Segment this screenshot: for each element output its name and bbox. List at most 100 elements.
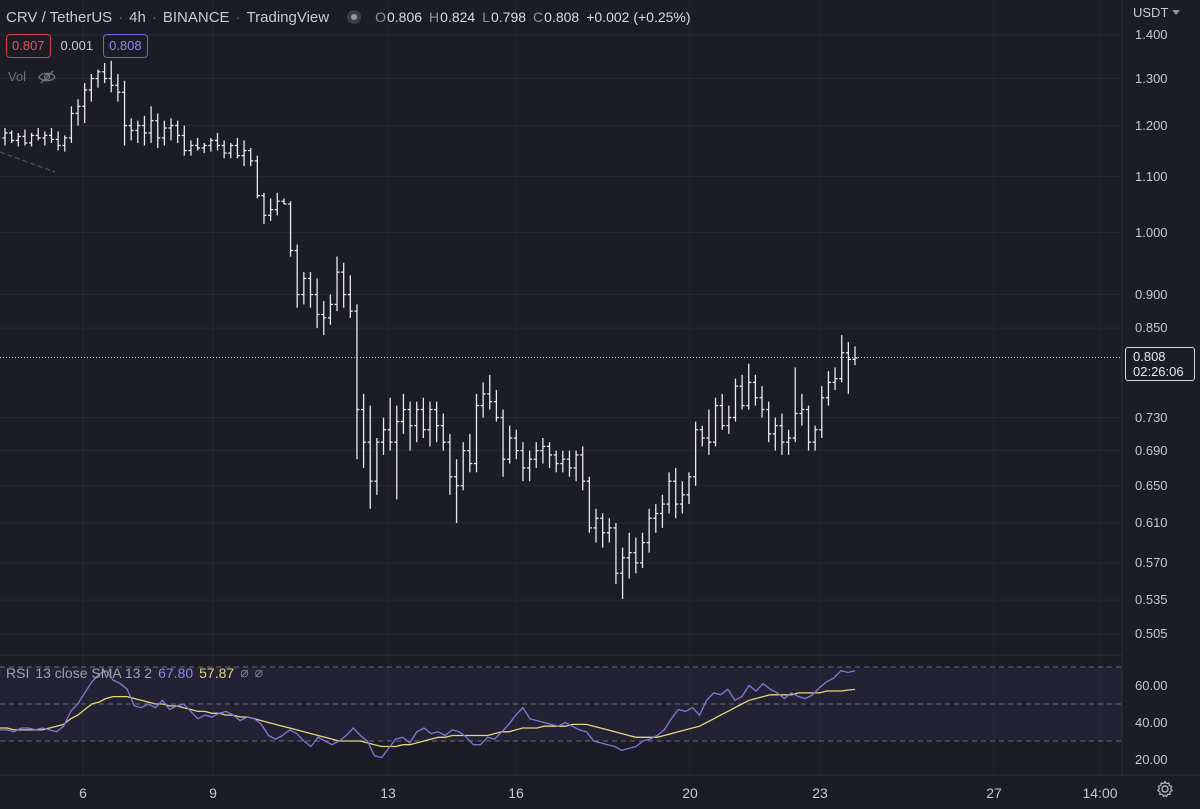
- rsi-line: [0, 669, 856, 759]
- ohlc-bar: [739, 374, 745, 410]
- ohlc-bar: [48, 128, 54, 143]
- ohlc-bar: [600, 513, 606, 548]
- sell-price-button[interactable]: 0.807: [6, 34, 51, 58]
- exchange-label: BINANCE: [162, 8, 230, 26]
- ohlc-bar: [686, 472, 692, 505]
- ohlc-bar: [321, 301, 327, 336]
- ohlc-bar: [367, 405, 373, 509]
- bar-countdown: 02:26:06: [1133, 364, 1184, 379]
- ohlc-bar: [188, 140, 194, 156]
- ohlc-bar: [55, 131, 61, 151]
- source-label: TradingView: [246, 8, 330, 26]
- ohlc-bar: [806, 405, 812, 451]
- gear-icon[interactable]: [1156, 780, 1174, 798]
- rsi-placeholder-2: ⌀: [254, 664, 264, 680]
- ohlc-bar: [653, 504, 659, 533]
- ohlc-bar: [533, 442, 539, 468]
- ohlc-bar: [427, 401, 433, 447]
- ohlc-bar: [732, 378, 738, 422]
- eye-crossed-icon[interactable]: [38, 70, 56, 84]
- ohlc-bar: [361, 393, 367, 468]
- time-tick-label: 27: [986, 785, 1002, 801]
- ohlc-bar: [42, 131, 48, 146]
- volume-legend: Vol: [8, 69, 56, 84]
- ohlc-bar: [294, 244, 300, 308]
- rsi-placeholder-1: ⌀: [240, 664, 249, 680]
- ohlc-bar: [354, 304, 360, 460]
- ohlc-bar: [228, 142, 234, 159]
- ohlc-bar: [573, 450, 579, 482]
- ohlc-bar: [606, 518, 612, 543]
- ohlc-bar: [241, 140, 247, 167]
- ohlc-bar: [141, 115, 147, 146]
- ohlc-bar: [108, 60, 114, 93]
- last-price-value: 0.808: [1133, 349, 1166, 364]
- ohlc-bar: [845, 342, 851, 394]
- ohlc-bar: [208, 137, 214, 152]
- ohlc-bar: [2, 128, 8, 146]
- price-tick-label: 0.610: [1135, 515, 1168, 531]
- ohlc-bar: [673, 467, 679, 519]
- ohlc-bar: [387, 397, 393, 451]
- ohlc-bar: [301, 272, 307, 305]
- volume-label: Vol: [8, 69, 27, 84]
- close-value: 0.808: [544, 9, 580, 25]
- ohlc-bar: [839, 335, 845, 383]
- ohlc-bars: [2, 60, 858, 600]
- price-tick-label: 0.535: [1135, 592, 1168, 608]
- ohlc-bar: [314, 278, 320, 329]
- ohlc-bar: [434, 401, 440, 443]
- ohlc-bar: [381, 417, 387, 455]
- rsi-tick-label: 60.00: [1135, 677, 1168, 693]
- rsi-tick-label: 20.00: [1135, 751, 1168, 767]
- ohlc-bar: [454, 459, 460, 524]
- ohlc-bar: [799, 393, 805, 426]
- currency-selector[interactable]: USDT: [1133, 5, 1181, 20]
- ohlc-bar: [168, 118, 174, 141]
- ohlc-bar: [487, 374, 493, 410]
- rsi-params: 13 close SMA 13 2: [35, 664, 153, 681]
- time-tick-label: 6: [79, 785, 87, 801]
- interval-label[interactable]: 4h: [129, 8, 146, 26]
- ohlc-bar: [414, 401, 420, 443]
- trend-dash-line: [0, 151, 56, 173]
- ohlc-bar: [613, 523, 619, 584]
- ohlc-bar: [726, 405, 732, 434]
- rsi-label[interactable]: RSI: [6, 664, 30, 681]
- symbol-title[interactable]: CRV / TetherUS: [6, 8, 113, 26]
- ohlc-bar: [374, 438, 380, 495]
- price-grid: [0, 34, 1122, 635]
- ohlc-bar: [9, 130, 15, 143]
- currency-label: USDT: [1133, 5, 1169, 20]
- ohlc-bar: [460, 442, 466, 491]
- ohlc-bar: [812, 425, 818, 451]
- price-tick-label: 1.300: [1135, 70, 1168, 86]
- ohlc-bar: [15, 132, 21, 147]
- ohlc-bar: [248, 148, 254, 167]
- rsi-legend: RSI 13 close SMA 13 2 67.80 57.87 ⌀ ⌀: [6, 664, 263, 681]
- ohlc-bar: [274, 192, 280, 216]
- ohlc-bar: [261, 192, 267, 224]
- ohlc-bar: [759, 386, 765, 418]
- ohlc-bar: [593, 508, 599, 543]
- time-tick-label: 13: [380, 785, 396, 801]
- spread-value: 0.001: [60, 38, 94, 53]
- ohlc-bar: [553, 450, 559, 473]
- ohlc-bar: [819, 386, 825, 439]
- ohlc-bar: [148, 106, 154, 143]
- market-status-icon[interactable]: [347, 10, 362, 24]
- buy-price-button[interactable]: 0.808: [103, 34, 148, 58]
- price-tick-label: 0.505: [1135, 626, 1168, 641]
- ohlc-bar: [633, 537, 639, 574]
- ohlc-bar: [29, 132, 35, 147]
- ohlc-bar: [135, 120, 141, 143]
- price-tick-label: 0.850: [1135, 320, 1168, 336]
- ohlc-bar: [22, 129, 28, 146]
- ohlc-bar: [307, 272, 313, 308]
- ohlc-bar: [746, 363, 752, 410]
- price-tick-label: 0.690: [1135, 442, 1168, 458]
- ohlc-bar: [268, 198, 274, 222]
- ohlc-bar: [560, 450, 566, 473]
- ohlc-bar: [447, 433, 453, 495]
